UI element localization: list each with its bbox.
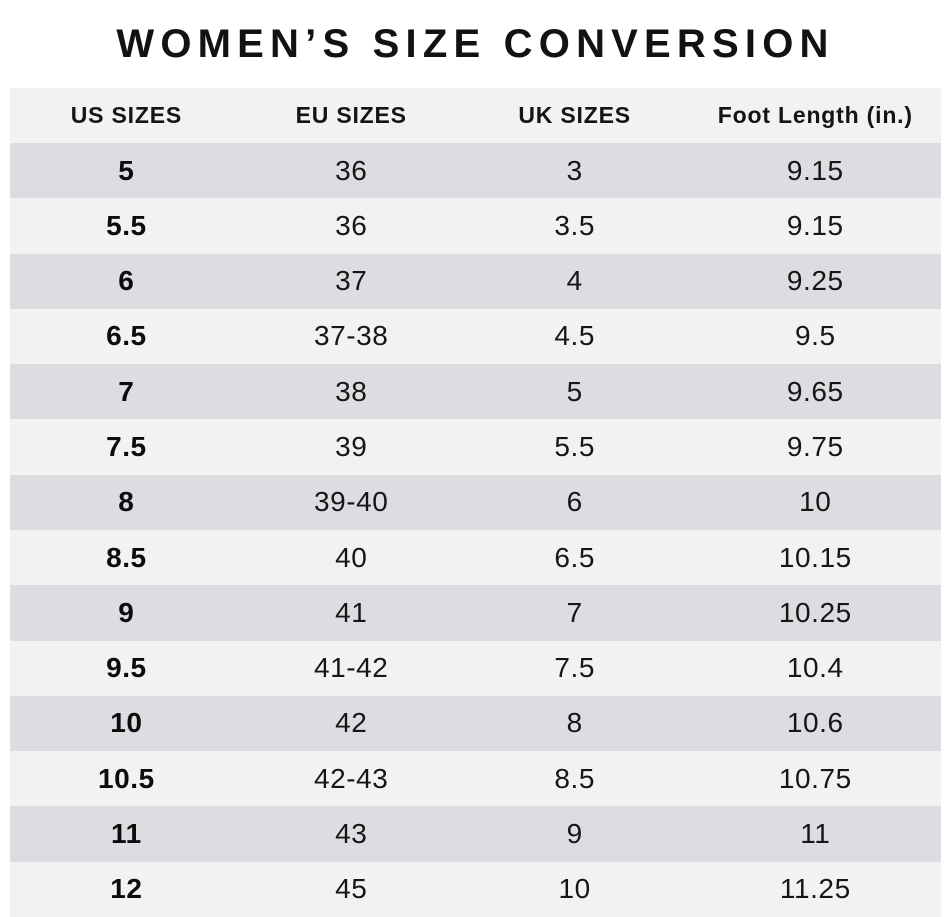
table-row: 10 42 8 10.6	[10, 695, 941, 752]
table-row: 9 41 7 10.25	[10, 585, 941, 641]
cell-us: 9.5	[106, 652, 147, 684]
cell-foot: 9.5	[795, 320, 836, 352]
table-row: 7 38 5 9.65	[10, 364, 941, 420]
cell-foot: 11.25	[779, 873, 851, 905]
title-bar: WOMEN’S SIZE CONVERSION	[0, 0, 951, 88]
cell-us: 5.5	[106, 209, 147, 241]
header-cell-uk: UK SIZES	[518, 102, 631, 128]
header-cell-eu: EU SIZES	[295, 102, 407, 128]
cell-us: 6	[118, 265, 135, 297]
cell-uk: 8.5	[554, 762, 595, 794]
cell-us: 11	[111, 818, 142, 850]
cell-eu: 37	[335, 265, 368, 297]
cell-uk: 4	[566, 265, 583, 297]
cell-us: 9	[118, 596, 135, 628]
table-row: 6.5 37-38 4.5 9.5	[10, 308, 941, 365]
cell-eu: 39-40	[314, 486, 389, 518]
cell-eu: 43	[335, 818, 368, 850]
table-row: 12 45 10 11.25	[10, 861, 941, 917]
table-header-row: US SIZES EU SIZES UK SIZES Foot Length (in.…	[10, 88, 941, 143]
cell-eu: 38	[335, 375, 368, 407]
cell-eu: 36	[335, 209, 368, 241]
cell-foot: 9.25	[786, 265, 844, 297]
cell-uk: 5	[566, 375, 583, 407]
cell-foot: 10	[799, 486, 832, 518]
cell-eu: 41	[335, 596, 368, 628]
cell-us: 7.5	[106, 431, 147, 463]
table-row: 10.5 42-43 8.5 10.75	[10, 751, 941, 807]
cell-uk: 8	[566, 707, 583, 739]
cell-uk: 3	[566, 154, 583, 186]
page-title: WOMEN’S SIZE CONVERSION	[116, 21, 835, 66]
cell-eu: 45	[335, 873, 368, 905]
cell-eu: 36	[335, 154, 368, 186]
cell-foot: 9.15	[786, 209, 844, 241]
table-body: 5 36 3 9.15 5.5 36 3.5 9.15 6 37 4 9.25 6.5 37-38 4.5 9…	[10, 143, 941, 917]
cell-uk: 4.5	[554, 320, 595, 352]
header-cell-foot: Foot Length (in.)	[717, 102, 913, 128]
table-row: 5.5 36 3.5 9.15	[10, 198, 941, 254]
cell-eu: 40	[335, 541, 368, 573]
cell-foot: 10.75	[778, 762, 852, 794]
cell-foot: 10.4	[786, 652, 844, 684]
table-row: 11 43 9 11	[10, 806, 941, 862]
cell-uk: 9	[566, 818, 583, 850]
cell-us: 7	[118, 375, 135, 407]
cell-eu: 39	[335, 431, 368, 463]
table-row: 5 36 3 9.15	[10, 143, 941, 199]
table-row: 8 39-40 6 10	[10, 474, 941, 530]
cell-uk: 7	[566, 596, 583, 628]
cell-eu: 41-42	[314, 652, 389, 684]
table-row: 7.5 39 5.5 9.75	[10, 419, 941, 475]
cell-foot: 10.6	[786, 707, 844, 739]
cell-foot: 10.25	[778, 596, 852, 628]
table-row: 8.5 40 6.5 10.15	[10, 529, 941, 586]
cell-eu: 42	[335, 707, 368, 739]
cell-uk: 3.5	[554, 209, 595, 241]
table-row: 9.5 41-42 7.5 10.4	[10, 640, 941, 696]
cell-uk: 10	[558, 873, 591, 905]
cell-foot: 9.75	[786, 431, 844, 463]
cell-foot: 11	[800, 818, 831, 850]
cell-us: 8	[118, 486, 135, 518]
cell-uk: 6	[566, 486, 583, 518]
cell-foot: 9.65	[786, 375, 844, 407]
cell-us: 12	[110, 873, 143, 905]
cell-us: 8.5	[106, 541, 147, 573]
cell-uk: 7.5	[554, 652, 595, 684]
cell-us: 10	[110, 707, 143, 739]
size-conversion-table: US SIZES EU SIZES UK SIZES Foot Length (in.…	[10, 88, 941, 917]
cell-us: 6.5	[106, 320, 147, 352]
cell-us: 10.5	[98, 762, 155, 794]
cell-foot: 9.15	[786, 154, 844, 186]
table-row: 6 37 4 9.25	[10, 253, 941, 309]
cell-foot: 10.15	[778, 541, 852, 573]
cell-us: 5	[118, 154, 135, 186]
cell-eu: 42-43	[314, 762, 389, 794]
cell-uk: 5.5	[554, 431, 595, 463]
cell-uk: 6.5	[554, 541, 595, 573]
cell-eu: 37-38	[314, 320, 389, 352]
header-cell-us: US SIZES	[70, 102, 182, 128]
